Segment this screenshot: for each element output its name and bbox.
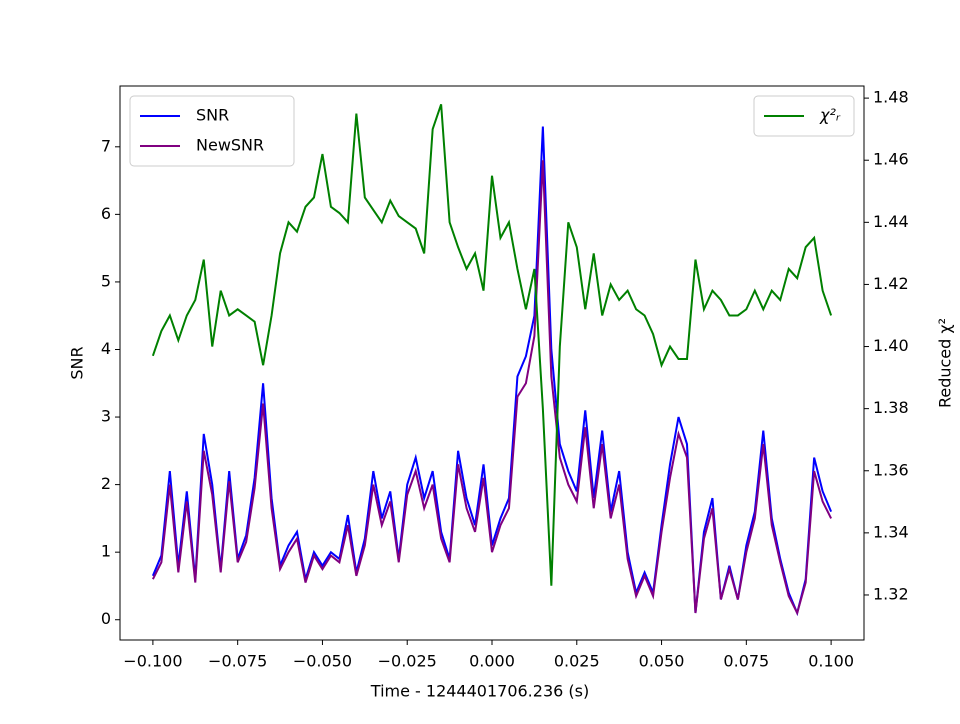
y-tick-label: 2: [101, 474, 111, 493]
legend-box: [129, 95, 295, 167]
y-tick-label: 3: [101, 407, 111, 426]
x-tick-label: −0.050: [293, 652, 352, 671]
y2-tick-label: 1.44: [873, 212, 909, 231]
y-tick-label: 6: [101, 204, 111, 223]
y2-tick-label: 1.46: [873, 150, 909, 169]
y2-tick-label: 1.42: [873, 274, 909, 293]
x-tick-label: 0.050: [639, 652, 685, 671]
x-tick-label: −0.100: [123, 652, 182, 671]
legend-label: NewSNR: [196, 136, 264, 155]
y2-tick-label: 1.48: [873, 88, 909, 107]
y2-tick-label: 1.32: [873, 584, 909, 603]
x-tick-label: 0.075: [723, 652, 769, 671]
y2-axis-label: Reduced χ²: [936, 318, 955, 408]
axes-frame: [119, 85, 865, 641]
y-tick-label: 5: [101, 271, 111, 290]
x-tick-label: −0.025: [378, 652, 437, 671]
y-axis-label: SNR: [68, 346, 87, 379]
x-tick-label: −0.075: [208, 652, 267, 671]
series-line: [151, 103, 833, 586]
y-tick-label: 1: [101, 542, 111, 561]
y-tick-label: 0: [101, 609, 111, 628]
legend-label: SNR: [196, 106, 229, 125]
x-tick-label: 0.100: [808, 652, 854, 671]
y2-tick-label: 1.38: [873, 398, 909, 417]
x-tick-label: 0.000: [469, 652, 515, 671]
legend-label: χ²ᵣ: [819, 106, 841, 125]
x-axis-label: Time - 1244401706.236 (s): [370, 682, 589, 701]
y2-tick-label: 1.36: [873, 460, 909, 479]
y2-tick-label: 1.40: [873, 336, 909, 355]
plot-area: [120, 86, 864, 640]
series-line: [151, 160, 833, 616]
y2-tick-label: 1.34: [873, 522, 909, 541]
y-tick-label: 4: [101, 339, 111, 358]
x-tick-label: 0.025: [554, 652, 600, 671]
y-tick-label: 7: [101, 136, 111, 155]
